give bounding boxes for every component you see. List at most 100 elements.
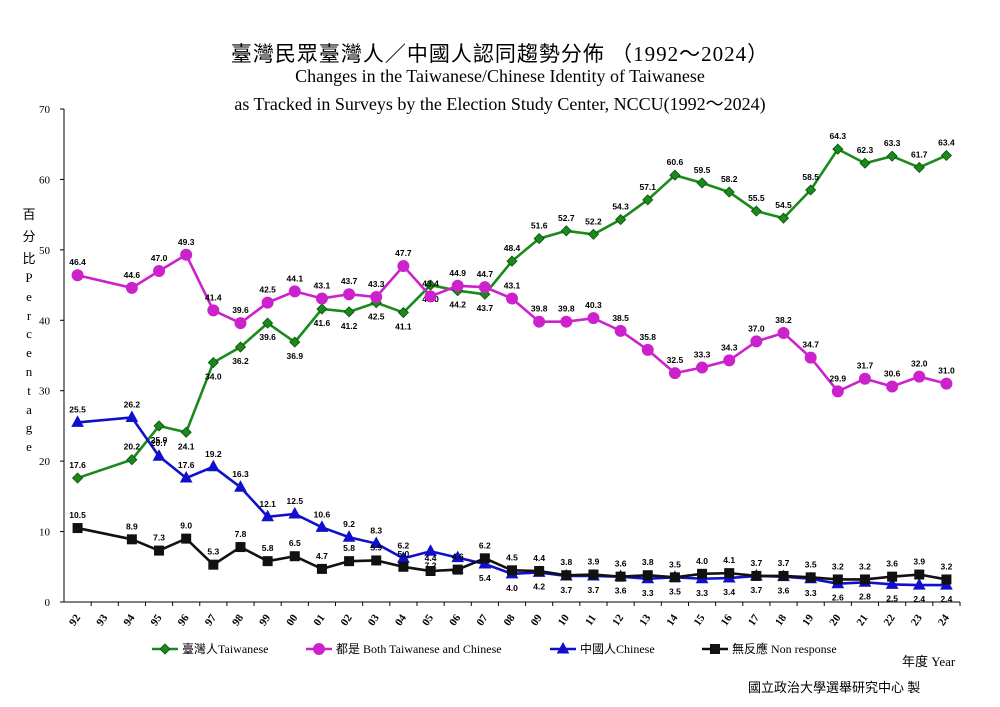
series-line-0	[77, 147, 947, 480]
data-point-3	[398, 561, 409, 572]
data-label-3: 8.9	[126, 521, 138, 531]
data-label-1: 47.0	[151, 253, 168, 263]
data-point-1	[560, 315, 573, 328]
x-tick-label: 06	[447, 612, 463, 628]
data-label-2: 4.0	[506, 583, 518, 593]
data-label-0: 36.2	[232, 356, 249, 366]
data-point-0	[913, 161, 925, 174]
data-point-3	[507, 565, 517, 576]
data-label-0: 54.3	[612, 202, 629, 212]
data-label-3: 4.4	[533, 553, 545, 563]
credit-text: 國立政治大學選舉研究中心 製	[748, 680, 921, 695]
data-point-3	[724, 568, 735, 579]
data-point-2	[912, 578, 926, 590]
x-tick-label: 93	[94, 612, 110, 628]
data-point-1	[478, 281, 491, 294]
data-point-3	[941, 574, 952, 585]
data-point-1	[397, 260, 410, 273]
data-point-3	[642, 570, 653, 581]
data-label-0: 59.5	[694, 165, 711, 175]
data-point-0	[262, 317, 274, 329]
data-point-3	[425, 566, 436, 577]
data-label-3: 3.9	[588, 557, 600, 567]
data-point-0	[180, 426, 192, 438]
data-label-2: 3.6	[778, 586, 790, 596]
data-label-1: 49.3	[178, 237, 195, 247]
data-label-2: 16.3	[232, 469, 249, 479]
data-point-3	[181, 533, 192, 544]
x-tick-label: 17	[746, 612, 762, 628]
x-tick-label: 22	[882, 612, 898, 628]
data-label-2: 3.7	[750, 585, 762, 595]
data-point-0	[587, 228, 600, 240]
data-point-3	[615, 571, 626, 582]
data-label-1: 33.3	[694, 349, 711, 359]
x-tick-label: 05	[420, 612, 436, 628]
data-label-1: 34.7	[802, 340, 819, 350]
data-label-2: 3.3	[805, 588, 817, 598]
data-point-1	[71, 269, 84, 282]
data-label-3: 3.7	[750, 558, 762, 568]
data-label-3: 9.0	[180, 521, 192, 531]
data-label-3: 4.4	[425, 553, 437, 563]
data-label-2: 20.7	[151, 438, 168, 448]
y-tick-label: 50	[39, 245, 51, 257]
data-point-0	[207, 356, 219, 369]
data-label-1: 43.1	[504, 280, 521, 290]
data-point-1	[343, 288, 356, 301]
data-label-3: 3.7	[778, 558, 790, 568]
data-label-2: 8.3	[370, 526, 382, 536]
y-axis-label-char: t	[27, 382, 31, 398]
data-point-3	[669, 572, 680, 583]
data-point-0	[615, 214, 627, 226]
legend-label-1: 都是 Both Taiwanese and Chinese	[336, 642, 502, 656]
y-axis-label-char: c	[26, 326, 32, 342]
data-point-3	[316, 563, 327, 574]
data-point-1	[125, 281, 138, 294]
data-label-2: 2.5	[886, 593, 898, 603]
x-tick-label: 21	[854, 612, 870, 628]
data-point-2	[261, 509, 274, 522]
x-tick-label: 24	[936, 612, 952, 628]
y-axis-label-char: r	[26, 307, 32, 323]
data-point-2	[369, 536, 383, 549]
data-label-0: 60.6	[667, 157, 684, 167]
data-label-3: 3.9	[913, 557, 925, 567]
data-label-1: 29.9	[830, 373, 847, 383]
y-tick-label: 10	[39, 527, 51, 539]
data-point-3	[72, 523, 83, 534]
legend-marker-2	[556, 641, 570, 654]
y-tick-label: 70	[39, 104, 51, 116]
data-point-1	[207, 304, 220, 317]
data-point-1	[153, 264, 166, 277]
data-label-0: 41.6	[314, 318, 331, 328]
data-label-2: 25.5	[69, 404, 86, 414]
data-label-2: 2.8	[859, 591, 871, 601]
x-tick-label: 09	[529, 612, 545, 628]
x-tick-label: 02	[339, 612, 355, 628]
data-label-2: 2.4	[913, 594, 925, 604]
data-label-0: 44.2	[449, 300, 466, 310]
data-label-3: 5.8	[343, 543, 355, 553]
x-tick-label: 12	[610, 612, 626, 628]
data-point-3	[832, 574, 843, 585]
legend-marker-3	[710, 644, 720, 654]
data-point-2	[152, 449, 166, 461]
data-label-3: 5.3	[207, 547, 219, 557]
data-point-2	[315, 520, 329, 532]
data-label-3: 3.2	[832, 561, 844, 571]
data-label-2: 3.7	[588, 585, 600, 595]
data-point-0	[859, 157, 871, 169]
data-point-1	[777, 326, 790, 339]
data-point-2	[179, 471, 193, 483]
data-point-3	[452, 564, 463, 575]
data-point-0	[506, 255, 518, 267]
data-point-1	[940, 377, 953, 390]
data-point-0	[72, 472, 84, 484]
data-label-2: 12.5	[287, 496, 304, 506]
data-label-1: 30.6	[884, 368, 901, 378]
data-point-0	[669, 169, 681, 181]
x-tick-label: 15	[692, 612, 708, 628]
data-point-3	[534, 566, 545, 577]
